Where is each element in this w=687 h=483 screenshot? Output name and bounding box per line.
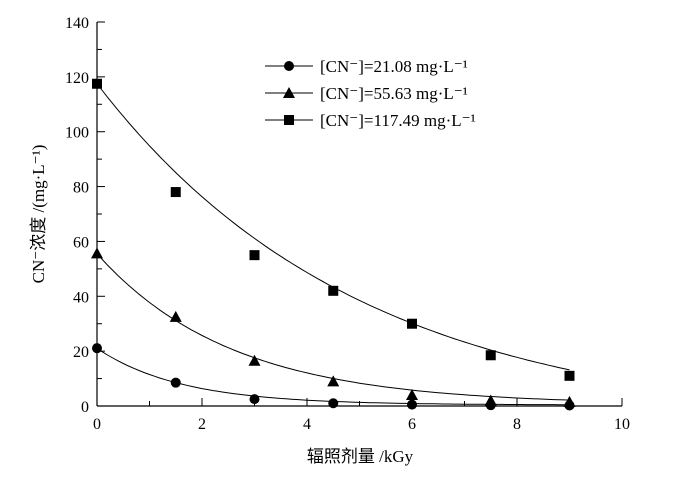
legend: [CN⁻]=21.08 mg·L⁻¹ [CN⁻]=55.63 mg·L⁻¹ [CN⁻… [265, 57, 476, 130]
x-tick-label: 6 [408, 416, 416, 433]
legend-label: [CN⁻]=117.49 mg·L⁻¹ [320, 111, 476, 130]
x-tick-label: 10 [614, 416, 630, 433]
circle-point [407, 399, 417, 410]
circle-point [170, 377, 181, 388]
legend-label: [CN⁻]=21.08 mg·L⁻¹ [320, 57, 468, 76]
fit-curves [96, 83, 570, 406]
triangle-point [91, 247, 103, 259]
triangle-point [406, 389, 418, 401]
x-tick-label: 8 [513, 416, 521, 433]
square-point [485, 350, 496, 361]
y-tick-label: 60 [73, 234, 89, 251]
x-tick-label: 4 [303, 416, 311, 433]
x-tick-label: 2 [198, 416, 206, 433]
y-axis-label: CN⁻浓度 /(mg·L⁻¹) [29, 145, 48, 284]
y-tick-label: 80 [73, 180, 89, 197]
data-markers [91, 78, 576, 411]
legend-triangle-icon [283, 87, 295, 98]
triangle-point [327, 375, 340, 387]
square-point [328, 285, 339, 296]
circle-point [92, 343, 102, 354]
y-tick-label: 100 [65, 125, 89, 142]
legend-square-icon [284, 115, 294, 125]
x-axis-label: 辐照剂量 /kGy [307, 447, 414, 466]
triangle-point [563, 395, 576, 407]
circle-point [328, 398, 339, 409]
square-point [170, 187, 181, 198]
triangle-point [484, 394, 497, 406]
y-tick-label: 140 [65, 15, 89, 32]
y-tick-label: 0 [81, 399, 89, 416]
circle-point [249, 394, 260, 405]
y-tick-label: 40 [73, 289, 89, 306]
x-tick-label: 0 [93, 416, 101, 433]
triangle-point [169, 310, 182, 322]
legend-label: [CN⁻]=55.63 mg·L⁻¹ [320, 84, 468, 103]
y-tick-label: 120 [65, 70, 89, 87]
square-point [249, 250, 260, 261]
triangle-point [248, 354, 261, 366]
square-point [564, 370, 575, 381]
square-point [92, 78, 102, 89]
y-tick-label: 20 [73, 344, 89, 361]
legend-circle-icon [284, 61, 294, 71]
square-point [407, 318, 417, 329]
